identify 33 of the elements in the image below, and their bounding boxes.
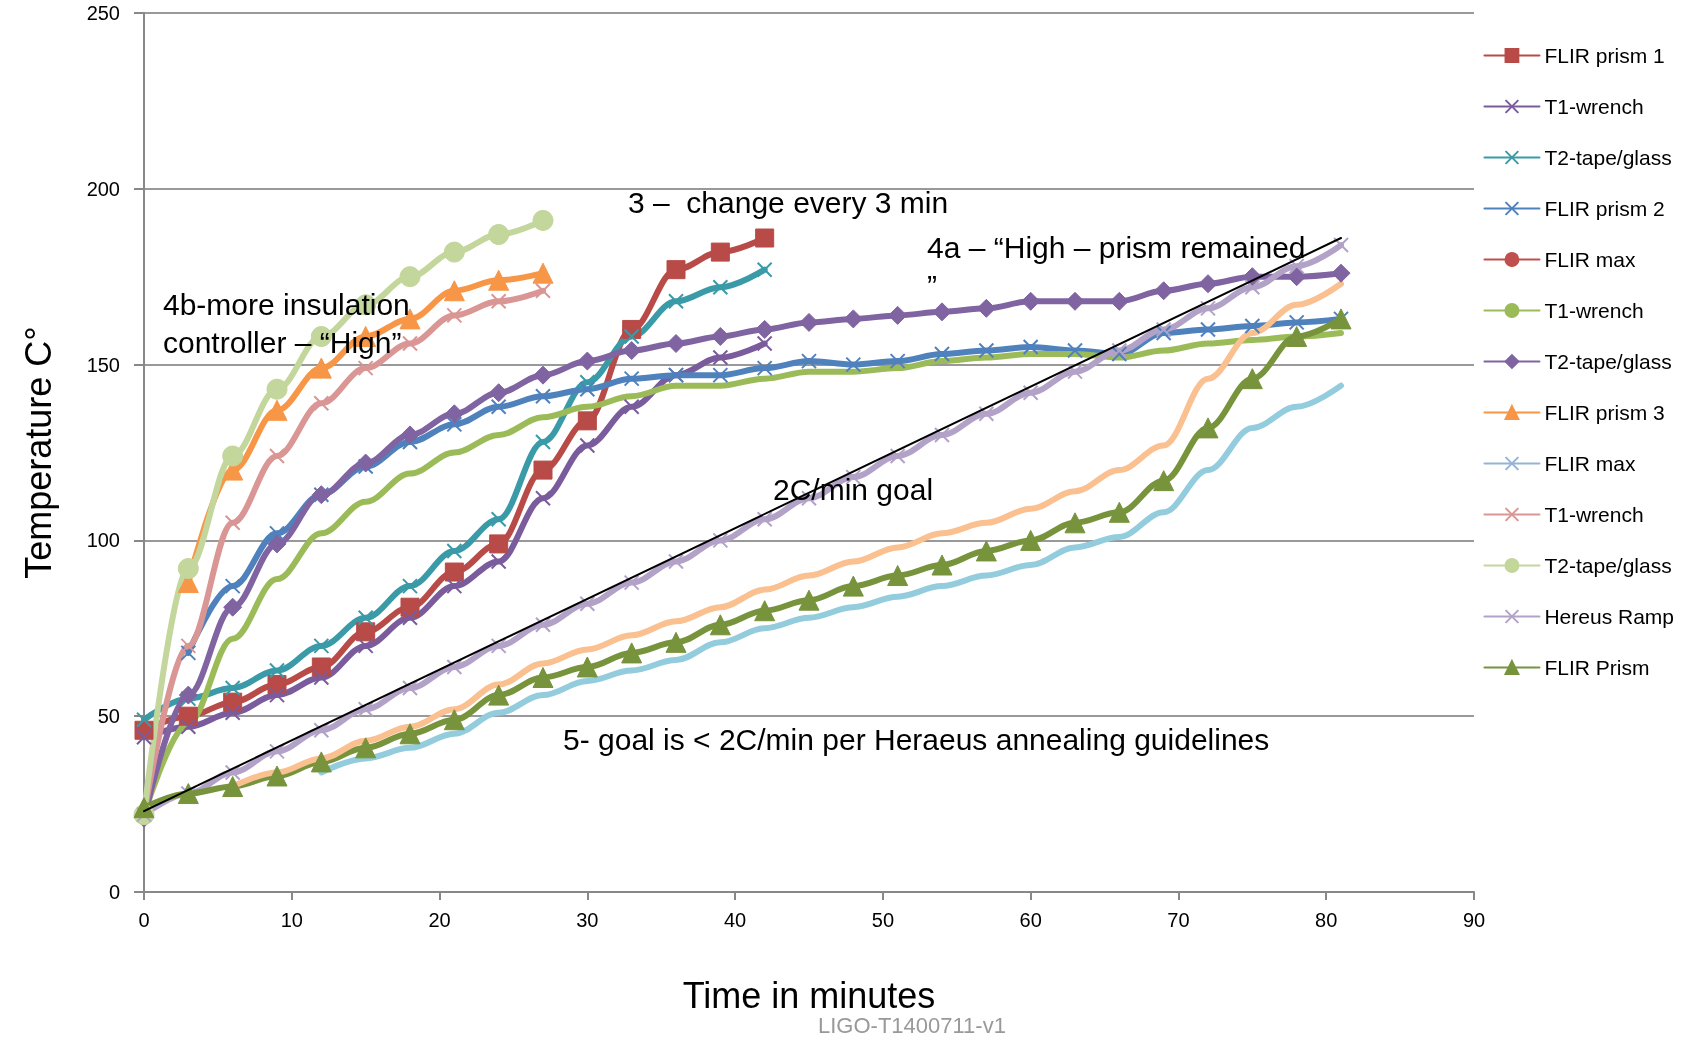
annotation: 4a – “High – prism remained ” xyxy=(927,230,1306,302)
legend-label: FLIR prism 1 xyxy=(1544,44,1665,67)
y-tick-label: 150 xyxy=(86,353,120,376)
x-tick-label: 60 xyxy=(1019,909,1042,931)
x-tick-label: 90 xyxy=(1462,909,1486,931)
x-tick-label: 40 xyxy=(723,909,747,931)
legend-label: FLIR max xyxy=(1544,452,1636,475)
y-axis-title: Temperature C° xyxy=(17,326,59,579)
legend-label: FLIR prism 3 xyxy=(1544,401,1665,424)
y-tick-label: 100 xyxy=(86,529,120,552)
x-tick-label: 10 xyxy=(280,909,303,931)
legend-label: T1-wrench xyxy=(1544,299,1644,322)
x-tick-label: 30 xyxy=(576,909,599,931)
y-tick-label: 0 xyxy=(108,881,120,903)
y-tick-label: 50 xyxy=(97,705,120,728)
x-tick-label: 20 xyxy=(428,909,451,931)
x-tick-label: 0 xyxy=(138,909,150,931)
x-tick-label: 70 xyxy=(1167,909,1190,931)
annotation: 3 – change every 3 min xyxy=(628,185,949,219)
legend-label: T2-tape/glass xyxy=(1544,146,1672,169)
legend-label: FLIR prism 2 xyxy=(1544,197,1665,220)
x-tick-label: 50 xyxy=(871,909,895,931)
legend-label: FLIR max xyxy=(1544,248,1636,271)
legend-label: T1-wrench xyxy=(1544,95,1644,118)
x-tick-label: 80 xyxy=(1315,909,1338,931)
y-tick-label: 250 xyxy=(86,2,120,24)
legend-label: T1-wrench xyxy=(1544,503,1644,526)
legend-label: T2-tape/glass xyxy=(1544,554,1672,577)
legend-label: T2-tape/glass xyxy=(1544,350,1672,373)
legend-label: Hereus Ramp xyxy=(1544,605,1675,628)
annotation: 5- goal is < 2C/min per Heraeus annealing guidelines xyxy=(563,722,1270,756)
y-tick-label: 200 xyxy=(86,177,120,200)
legend-label: FLIR Prism xyxy=(1544,656,1650,679)
